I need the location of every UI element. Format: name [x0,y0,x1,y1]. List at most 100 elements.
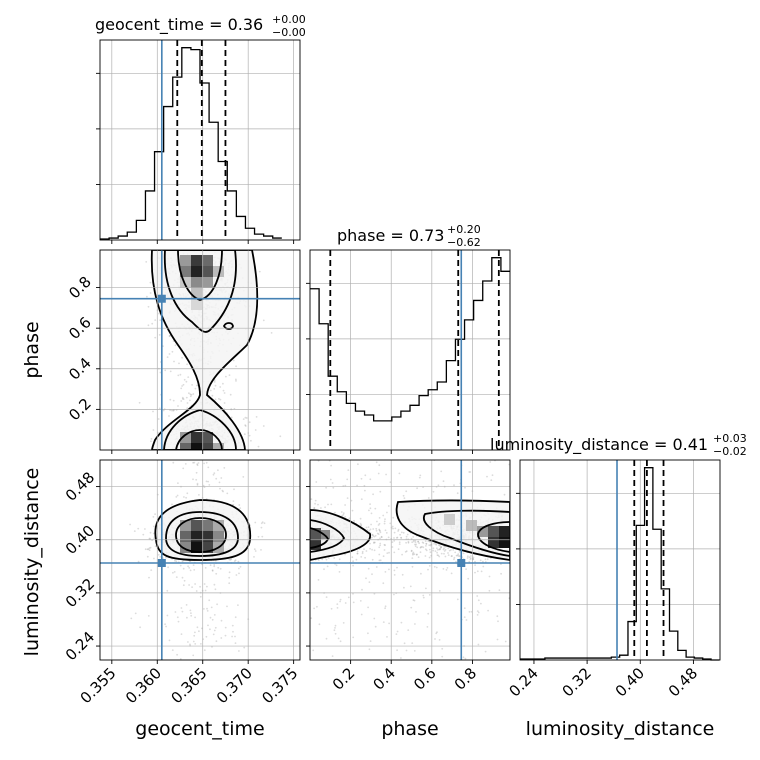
sample-point [209,389,212,392]
sample-point [177,405,179,407]
sample-point [405,550,408,553]
panel-2d-geocent-time-luminosity-distance [96,459,301,664]
sample-point [457,555,460,557]
sample-point [477,611,480,614]
sample-point [414,623,416,625]
sample-point [225,375,227,378]
sample-point [218,481,221,484]
sample-point [479,559,482,562]
sample-point [342,622,345,624]
sample-point [370,536,373,539]
sample-point [230,558,233,561]
sample-point [392,516,395,519]
sample-point [412,599,415,601]
sample-point [189,399,191,402]
sample-point [234,642,237,644]
sample-point [419,546,422,549]
sample-point [238,650,240,652]
sample-point [435,566,438,569]
sample-point [355,558,358,561]
sample-point [367,632,369,635]
hist-step-geocent_time [100,47,282,240]
sample-point [378,546,381,549]
sample-point [211,570,214,572]
sample-point [413,599,416,602]
sample-point [234,559,237,561]
sample-point [158,407,161,410]
sample-point [180,633,183,635]
density-cell [180,531,191,542]
sample-point [154,319,157,321]
sample-point [468,471,471,473]
sample-point [417,556,420,559]
density-cell [202,255,213,266]
panel-2d-phase-luminosity-distance [306,459,511,664]
sample-point [159,371,162,374]
sample-point [254,521,257,524]
sample-point [189,395,192,398]
sample-point [242,418,245,420]
sample-point [412,536,415,538]
sample-point [146,548,149,551]
sample-point [476,570,479,573]
sample-point [412,553,414,556]
sample-point [436,549,439,551]
sample-point [352,592,354,595]
sample-point [474,564,476,566]
sample-point [316,605,318,608]
sample-point [360,477,363,480]
sample-point [407,629,410,631]
sample-point [356,552,359,555]
sample-point [260,522,263,525]
contour-line [477,521,510,553]
sample-point [418,542,420,545]
sample-point [194,616,197,619]
sample-point [367,526,370,528]
sample-point [352,636,355,639]
sample-point [203,583,206,585]
sample-point [258,270,261,273]
density-cell [213,266,224,277]
sample-point [192,640,195,643]
density-cell [466,520,477,531]
sample-point [179,658,182,660]
sample-point [185,396,188,399]
sample-point [453,558,455,561]
sample-point [312,649,315,652]
sample-point [398,472,401,475]
sample-point [365,526,368,529]
sample-point [375,527,378,530]
sample-point [318,623,321,626]
sample-point [368,529,371,532]
sample-point [360,613,363,616]
sample-point [399,533,401,536]
sample-point [391,546,394,548]
sample-point [425,549,428,552]
density-cell [310,528,321,539]
sample-point [336,607,339,609]
sample-point [374,541,376,544]
sample-point [238,567,240,570]
sample-point [496,615,499,618]
sample-point [253,556,255,558]
sample-point [331,482,334,484]
sample-point [450,555,453,558]
sample-point [357,463,359,466]
sample-point [147,305,150,308]
sample-point [468,611,471,613]
sample-point [171,503,173,506]
sample-point [378,553,381,556]
sample-point [364,489,366,492]
sample-point [436,547,438,550]
panel-frame [99,249,301,451]
sample-point [438,544,441,547]
sample-point [365,550,368,552]
density-cell [213,443,224,450]
sample-point [224,626,227,629]
sample-point [196,384,198,387]
sample-point [202,484,205,487]
sample-point [191,586,194,588]
sample-point [169,370,172,373]
sample-point [261,521,264,523]
